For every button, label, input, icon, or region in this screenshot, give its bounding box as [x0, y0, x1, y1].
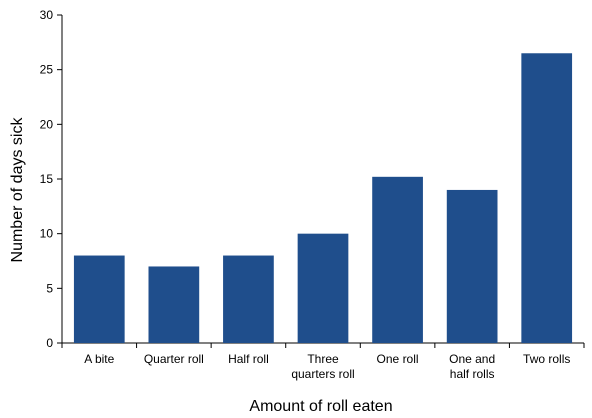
- y-tick-label: 10: [40, 227, 54, 241]
- x-axis-title: Amount of roll eaten: [249, 398, 392, 415]
- bars: [73, 53, 573, 344]
- x-tick-label-line: Two rolls: [523, 352, 570, 366]
- y-tick-label: 20: [40, 117, 54, 131]
- x-tick-label: Two rolls: [523, 352, 570, 366]
- x-tick-label-line: Quarter roll: [144, 352, 204, 366]
- x-tick-label-line: One and: [449, 352, 495, 366]
- bar: [223, 255, 274, 343]
- y-tick-label: 25: [40, 63, 54, 77]
- x-tick-label: Three quarters roll: [291, 352, 354, 381]
- y-axis-title: Number of days sick: [9, 117, 26, 263]
- x-tick-label-line: quarters roll: [291, 367, 354, 381]
- bar: [372, 176, 423, 343]
- x-tick-label-line: Three: [307, 352, 339, 366]
- x-tick-label-line: Half roll: [228, 352, 269, 366]
- x-tick-label: Quarter roll: [144, 352, 204, 366]
- x-tick-label: One roll: [377, 352, 419, 366]
- bar: [446, 189, 498, 343]
- bar: [521, 53, 573, 344]
- x-axis: A bite Quarter roll Half roll Three quarters…: [61, 342, 585, 381]
- y-axis: 0 5 10 15 20 25 30: [40, 8, 63, 350]
- y-tick-label: 5: [46, 281, 53, 295]
- bar: [73, 255, 125, 343]
- x-tick-label: Half roll: [228, 352, 269, 366]
- x-tick-label-line: One roll: [377, 352, 419, 366]
- bar: [148, 266, 200, 343]
- y-tick-label: 0: [46, 336, 53, 350]
- x-tick-label: A bite: [84, 352, 114, 366]
- y-tick-label: 30: [40, 8, 54, 22]
- x-tick-label: One and half rolls: [449, 352, 495, 381]
- x-tick-label-line: half rolls: [450, 367, 495, 381]
- bar: [297, 233, 349, 343]
- x-tick-label-line: A bite: [84, 352, 114, 366]
- y-tick-label: 15: [40, 172, 54, 186]
